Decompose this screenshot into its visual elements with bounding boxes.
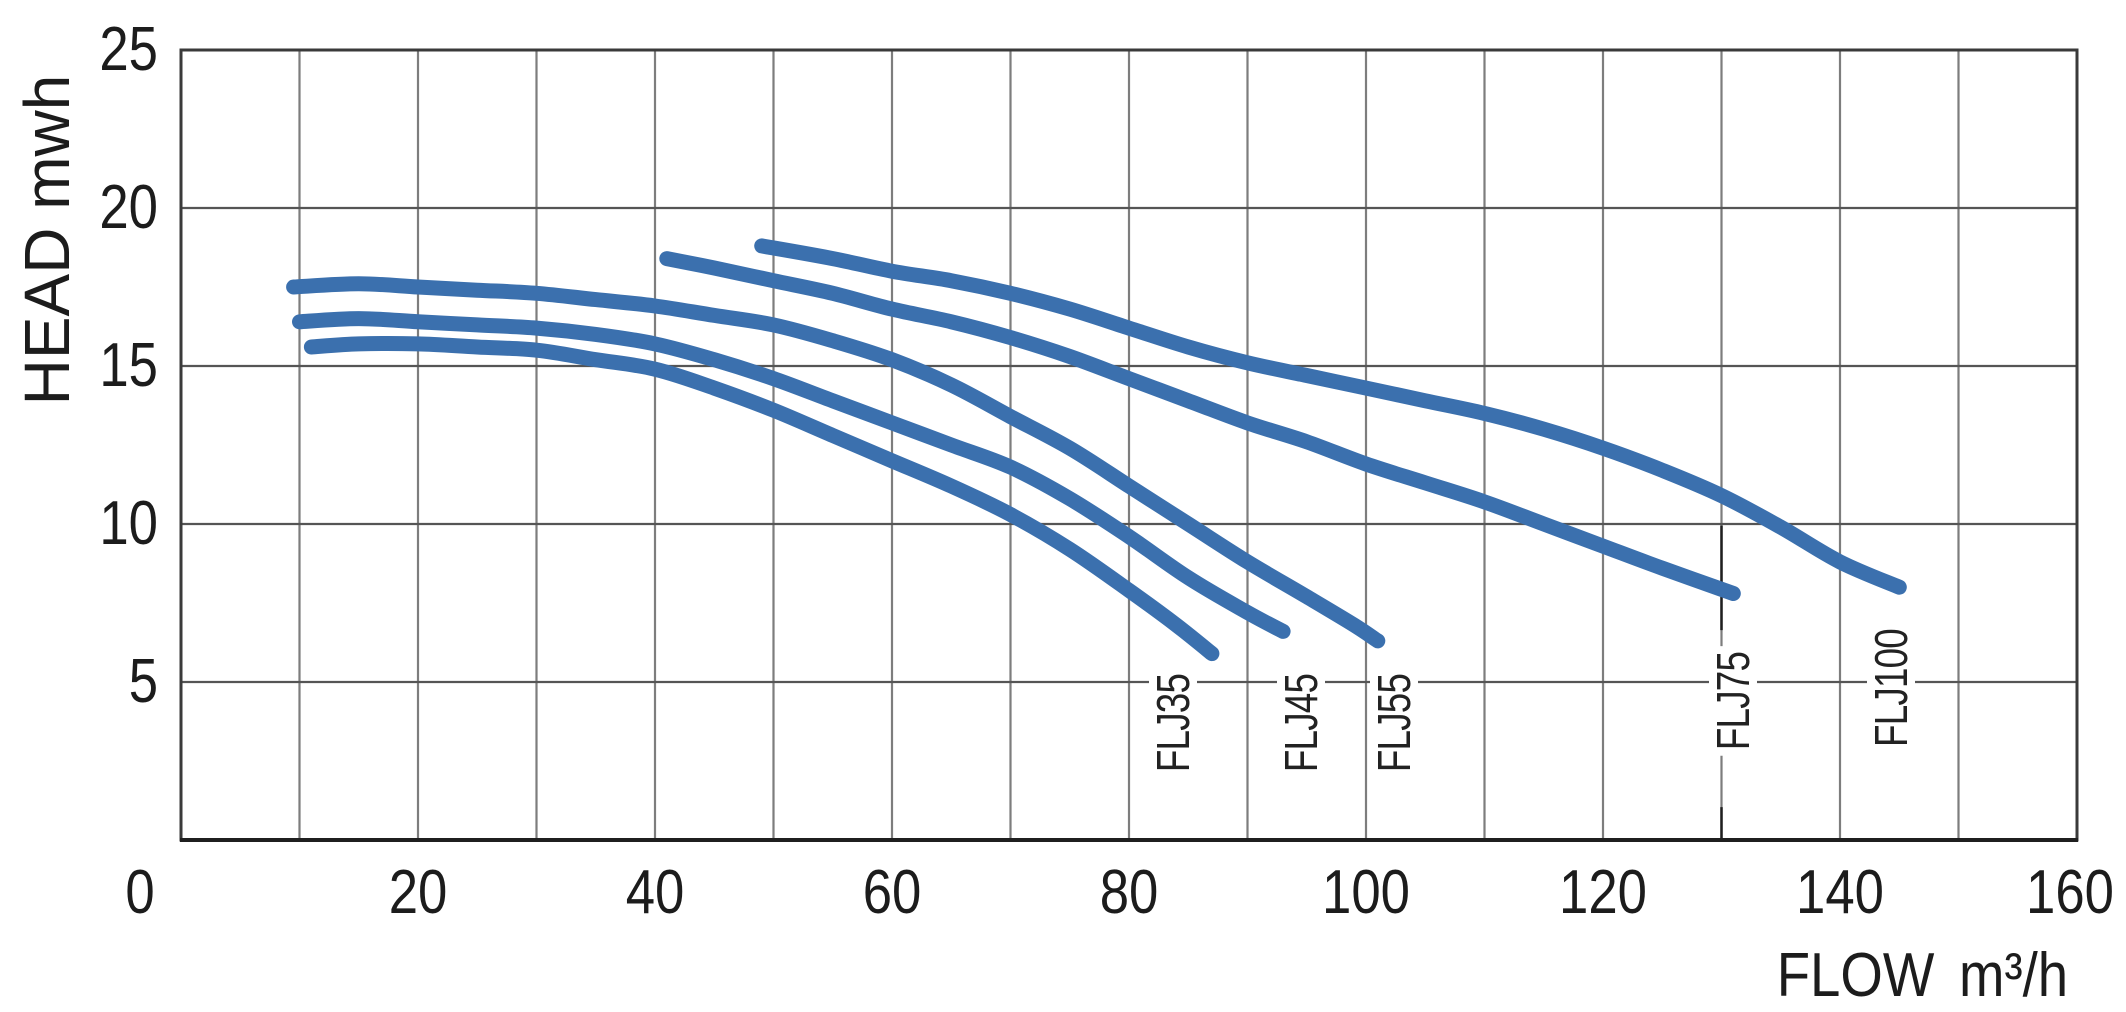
x-tick-label-160: 160 (2026, 858, 2114, 927)
curve-label-FLJ75: FLJ75 (1707, 646, 1759, 756)
x-tick-label-20: 20 (388, 858, 448, 927)
x-axis-title-word: FLOW (1776, 941, 1935, 1010)
x-axis-title-unit: m³/h (1958, 941, 2068, 1010)
x-tick-label-100: 100 (1322, 858, 1410, 927)
x-tick-label-120: 120 (1559, 858, 1647, 927)
x-tick-label-60: 60 (862, 858, 922, 927)
pump-curve-FLJ100 (754, 238, 1907, 595)
x-tick-label-0: 0 (125, 858, 155, 927)
y-tick-label-5: 5 (128, 647, 158, 716)
pump-curve-FLJ35 (303, 336, 1220, 662)
y-tick-label-10: 10 (99, 489, 158, 558)
x-tick-label-40: 40 (625, 858, 685, 927)
y-tick-label-20: 20 (99, 173, 158, 242)
x-tick-label-80: 80 (1099, 858, 1159, 927)
pump-curve-FLJ55 (286, 276, 1386, 649)
x-tick-label-140: 140 (1796, 858, 1884, 927)
curve-label-FLJ55: FLJ55 (1368, 668, 1420, 778)
x-axis-title: FLOW m³/h (1777, 944, 2068, 1008)
y-tick-label-15: 15 (99, 331, 158, 400)
pump-curve-FLJ75 (659, 251, 1741, 601)
curve-label-FLJ100: FLJ100 (1865, 623, 1917, 753)
curve-label-FLJ35: FLJ35 (1147, 668, 1199, 778)
curve-label-FLJ45: FLJ45 (1275, 668, 1327, 778)
pump-curve-FLJ45 (292, 311, 1291, 639)
y-tick-label-25: 25 (99, 15, 158, 84)
